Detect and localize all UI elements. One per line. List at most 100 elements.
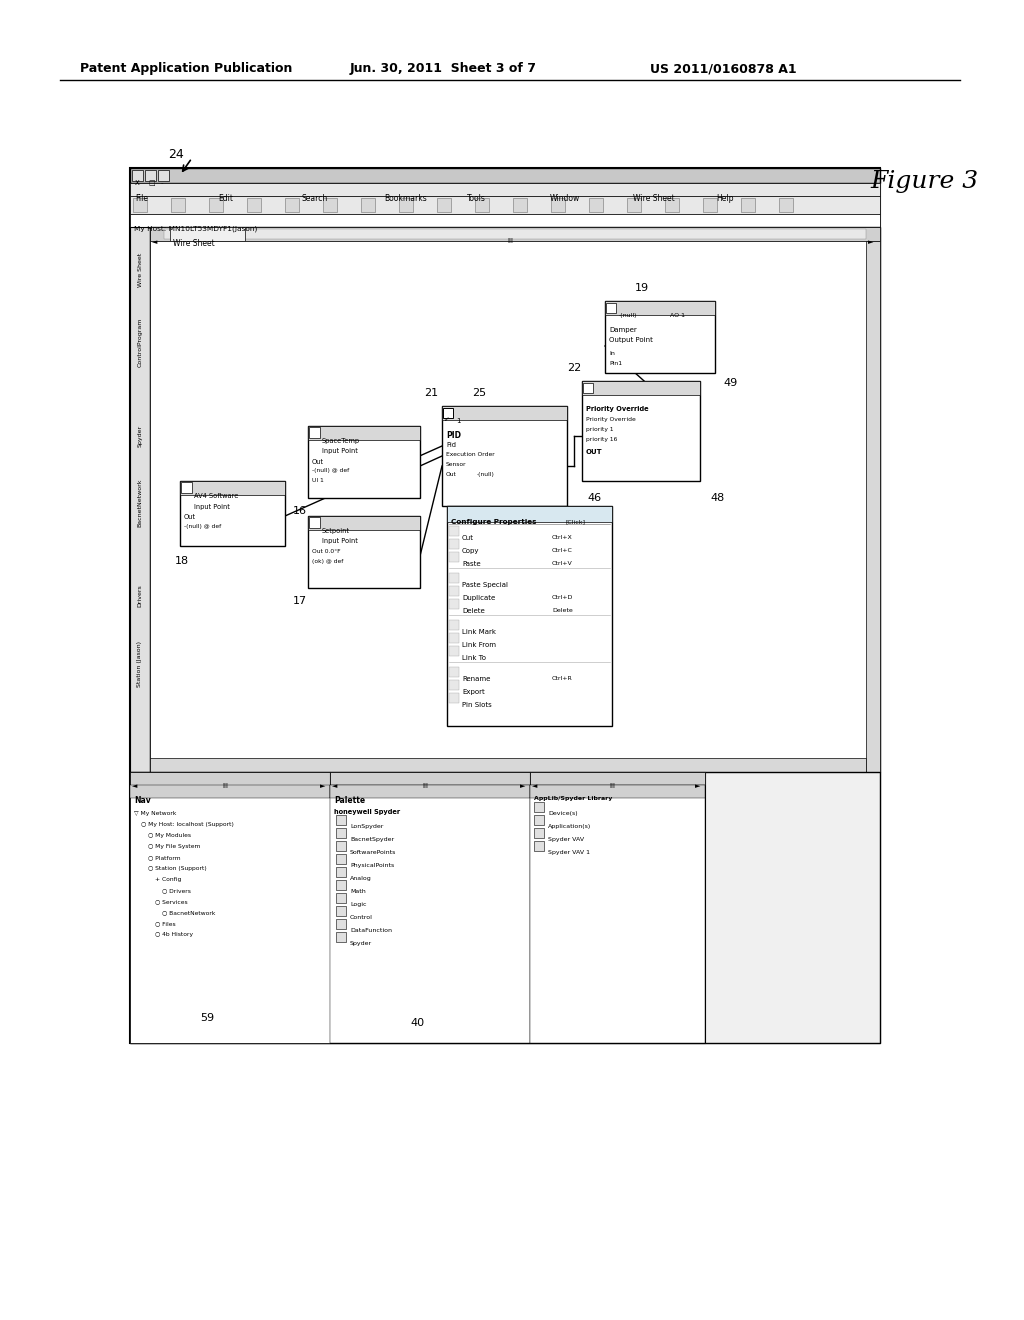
Text: Out 0.0°F: Out 0.0°F [312,549,341,554]
Text: Priority Override: Priority Override [586,407,648,412]
Text: Jun. 30, 2011  Sheet 3 of 7: Jun. 30, 2011 Sheet 3 of 7 [350,62,537,75]
Text: US 2011/0160878 A1: US 2011/0160878 A1 [650,62,797,75]
Bar [330,785,530,799]
Bar [530,785,705,799]
Bar [534,828,544,838]
Bar [130,785,330,1043]
Text: Edit: Edit [218,194,233,203]
Bar [583,383,593,393]
Text: Paste Special: Paste Special [462,582,508,587]
Text: priority 1: priority 1 [586,426,613,432]
Text: 59: 59 [200,1012,214,1023]
Text: -: - [161,180,164,186]
Bar [703,198,717,213]
Text: ○ Services: ○ Services [155,899,187,904]
Bar [130,785,330,799]
Bar [130,772,330,1043]
Text: Input Point: Input Point [322,539,357,544]
Text: priority 16: priority 16 [586,437,617,442]
Text: 38: 38 [402,477,416,486]
Text: Cut: Cut [462,535,474,541]
Bar [442,407,567,506]
Text: ►: ► [520,783,525,789]
Text: Pin Slots: Pin Slots [462,702,492,708]
Bar [449,525,459,536]
Bar [164,228,866,239]
Bar [741,198,755,213]
Text: -(null) @ def: -(null) @ def [312,469,349,473]
Text: ◄: ◄ [532,783,538,789]
Bar [323,198,337,213]
Bar [330,772,530,785]
Text: 24: 24 [168,148,183,161]
Text: 21: 21 [424,388,438,399]
Text: ○ My Modules: ○ My Modules [148,833,191,838]
Text: ►: ► [868,239,873,246]
Bar [309,426,319,438]
Bar [247,198,261,213]
Text: 22: 22 [567,363,582,374]
Bar [447,506,612,726]
Text: Sensor: Sensor [446,462,467,467]
Text: ◄: ◄ [152,239,158,246]
Text: Drivers: Drivers [137,585,142,607]
Text: ✓: ✓ [444,417,450,422]
Bar [513,198,527,213]
Text: DataFunction: DataFunction [350,928,392,933]
Bar [449,693,459,704]
Bar [449,573,459,583]
Text: -(null): -(null) [477,473,495,477]
Bar [336,906,346,916]
Text: ►: ► [319,783,326,789]
Bar [330,772,530,1043]
Bar [589,198,603,213]
Text: Setpoint: Setpoint [322,528,350,535]
Text: ○ Station (Support): ○ Station (Support) [148,866,207,871]
Text: 48: 48 [710,492,724,503]
Bar [449,680,459,690]
Text: Device(s): Device(s) [548,810,578,816]
Bar [130,168,880,1043]
Bar [336,894,346,903]
Text: Rename: Rename [462,676,490,682]
Text: LonSpyder: LonSpyder [350,824,383,829]
Text: AV4 Software: AV4 Software [194,492,239,499]
Bar [336,854,346,865]
Bar [447,506,612,521]
Text: In: In [609,351,614,356]
Text: Output Point: Output Point [609,337,653,343]
Text: Nav: Nav [134,796,151,805]
Text: III: III [507,238,513,244]
Text: (ok) @ def: (ok) @ def [312,558,343,564]
Bar [130,168,880,183]
Text: Analog: Analog [350,876,372,880]
Text: Out: Out [312,459,324,465]
Bar [449,586,459,597]
Text: AO 1: AO 1 [670,313,685,318]
Bar [582,381,700,395]
Text: Palette: Palette [334,796,366,805]
Bar [130,772,330,785]
Text: UI 1: UI 1 [312,478,324,483]
Text: BacnetSpyder: BacnetSpyder [350,837,394,842]
Text: Spyder: Spyder [137,425,142,447]
Text: Patent Application Publication: Patent Application Publication [80,62,293,75]
Text: Application(s): Application(s) [548,824,591,829]
Bar [132,170,143,181]
Bar [627,198,641,213]
Bar [475,198,489,213]
Text: III: III [222,783,228,789]
Text: Math: Math [350,888,366,894]
Bar [449,620,459,630]
Bar [449,599,459,609]
Text: Duplicate: Duplicate [462,595,496,601]
Text: Ctrl+V: Ctrl+V [552,561,572,566]
Text: Figure 3: Figure 3 [870,170,978,193]
Bar [150,242,880,772]
Text: Priority Override: Priority Override [586,417,636,422]
Text: 1: 1 [456,418,461,424]
Text: ○ Files: ○ Files [155,921,176,927]
Text: Spyder VAV: Spyder VAV [548,837,584,842]
Bar [779,198,793,213]
Bar [336,919,346,929]
